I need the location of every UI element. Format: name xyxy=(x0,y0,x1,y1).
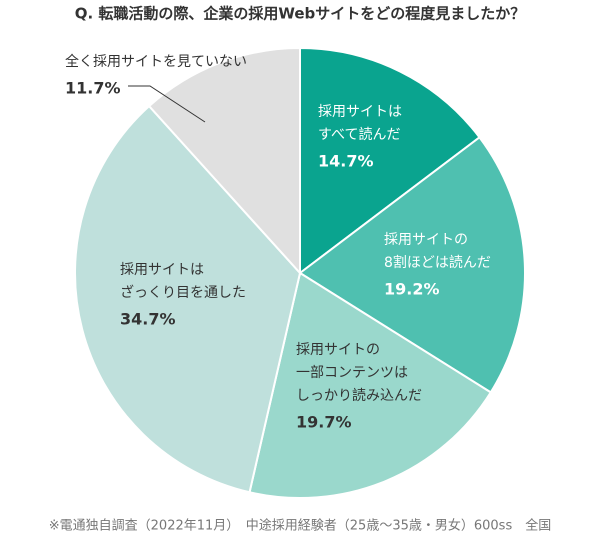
footnote: ※電通独自調査（2022年11月） 中途採用経験者（25歳〜35歳・男女）600… xyxy=(49,518,551,534)
chart-title: Q. 転職活動の際、企業の採用Webサイトをどの程度見ましたか？ xyxy=(75,5,526,23)
pie-slice xyxy=(147,46,301,276)
slice-label: 採用サイトの xyxy=(296,342,380,358)
slice-label: 採用サイトの xyxy=(384,232,468,248)
value-label: 19.7% xyxy=(296,413,352,432)
slice-label: 一部コンテンツは xyxy=(296,365,408,381)
pie-slice xyxy=(248,271,493,499)
slice-label: 採用サイトは xyxy=(120,262,204,278)
slice-label: 採用サイトは xyxy=(318,104,402,120)
slice-label: 全く採用サイトを見ていない xyxy=(65,53,247,70)
value-label: 34.7% xyxy=(120,310,176,329)
leader-line xyxy=(128,85,206,123)
pie-slice xyxy=(299,46,481,276)
value-label: 19.2% xyxy=(384,280,440,299)
value-label: 11.7% xyxy=(65,79,121,98)
pie-slice xyxy=(74,104,302,494)
slice-label: ざっくり目を通した xyxy=(120,284,246,301)
slice-label: しっかり読み込んだ xyxy=(296,387,422,404)
pie-slice xyxy=(298,135,526,394)
value-label: 14.7% xyxy=(318,152,374,171)
slice-label: すべて読んだ xyxy=(318,126,400,143)
slice-label: 8割ほどは読んだ xyxy=(384,254,491,271)
